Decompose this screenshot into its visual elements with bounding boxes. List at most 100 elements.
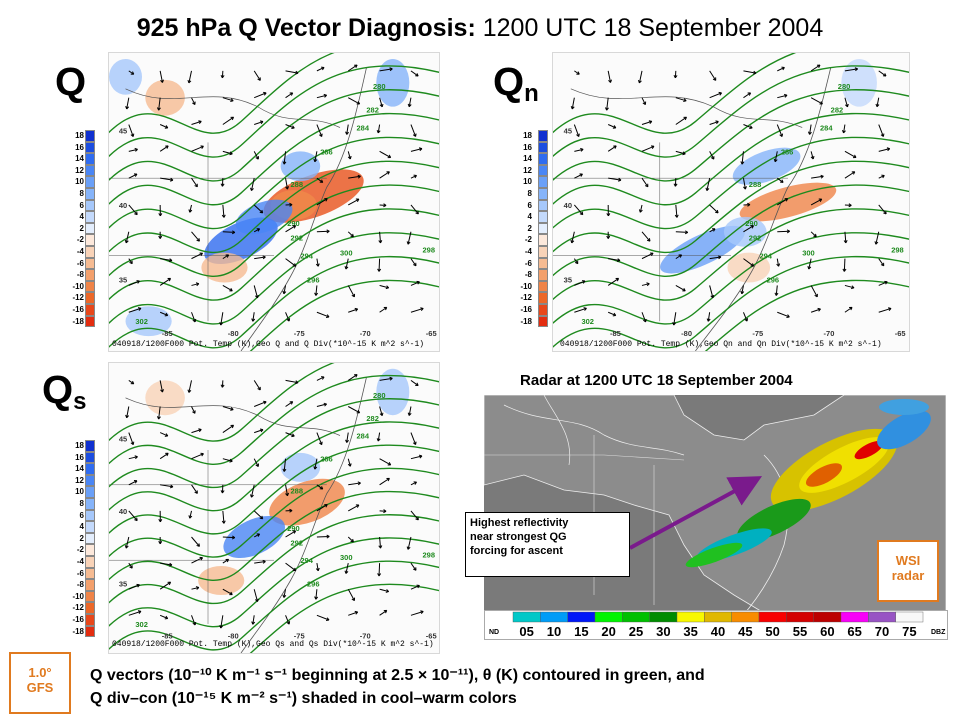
q-vector-arrowhead	[326, 229, 330, 234]
divergence-shading	[269, 478, 345, 526]
theta-contour	[704, 279, 909, 351]
dbz-value-label: 05	[519, 624, 533, 639]
gfs-line-2: GFS	[26, 680, 54, 695]
q-vector-arrow	[128, 610, 142, 616]
q-vector-arrow	[254, 401, 267, 407]
q-vector-arrowhead	[323, 93, 327, 98]
theta-contour	[553, 160, 909, 253]
divergence-shading	[280, 452, 321, 482]
q-vector-arrowhead	[199, 252, 203, 256]
colorbar-tick-label: -10	[72, 281, 84, 291]
q-vector-arrowhead	[250, 494, 254, 498]
q-vector-arrowhead	[648, 120, 653, 124]
divergence-shading	[660, 225, 745, 274]
q-vector-arrowhead	[612, 125, 617, 129]
q-vector-arrow	[709, 121, 719, 125]
q-vector-arrowhead	[886, 147, 891, 152]
q-vector-arrow	[191, 252, 203, 260]
q-vector-arrow	[574, 307, 587, 313]
theta-contour	[553, 112, 909, 206]
q-vector-arrow	[126, 97, 130, 110]
divergence-shading	[727, 252, 771, 283]
colorbar-swatch	[538, 211, 548, 223]
colorbar-swatch	[85, 579, 95, 591]
q-vector-arrowhead	[416, 280, 420, 285]
colorbar-swatch	[538, 130, 548, 142]
colorbar-tick-label: 4	[527, 212, 532, 222]
q-vector-arrow	[844, 284, 855, 289]
theta-label: 280	[373, 391, 386, 400]
theta-contour	[249, 279, 439, 351]
q-vector-arrowhead	[413, 481, 417, 485]
q-vector-arrowhead	[740, 290, 745, 295]
q-vector-arrow	[777, 198, 788, 206]
q-vector-arrow	[159, 70, 163, 83]
q-vector-arrowhead	[376, 130, 381, 134]
colorbar-ticks-qn: 18 16 14 12 10 8 6 4 2 -2 -4 -6 -8 -10 -12 -16 -18	[510, 130, 532, 327]
q-vector-arrowhead	[646, 238, 651, 242]
latitude-label: 35	[119, 275, 127, 284]
colorbar-tick-label: -6	[524, 258, 532, 268]
q-vector-arrowhead	[378, 240, 383, 244]
q-vector-arrowhead	[220, 490, 225, 494]
q-vector-arrowhead	[418, 454, 423, 459]
theta-contour	[109, 136, 439, 230]
q-vector-arrow	[285, 530, 296, 538]
q-vector-arrow	[159, 452, 169, 460]
q-vector-arrowhead	[345, 439, 350, 443]
latitude-label: 35	[564, 275, 572, 284]
theta-contour	[109, 398, 439, 489]
q-vector-arrowhead	[130, 71, 135, 75]
q-vector-arrowhead	[158, 518, 163, 523]
theta-label: 302	[135, 317, 148, 326]
q-vector-arrowhead	[570, 239, 575, 244]
q-vector-arrow	[377, 432, 381, 442]
q-vector-arrowhead	[134, 211, 138, 216]
q-vector-arrow	[128, 148, 138, 152]
longitude-label: -65	[895, 329, 906, 338]
q-vector-arrow	[347, 374, 358, 381]
q-vector-arrow	[571, 97, 575, 110]
q-vector-arrowhead	[854, 67, 859, 72]
q-vector-arrow	[410, 481, 417, 486]
q-vector-arrow	[191, 536, 200, 547]
q-vector-arrowhead	[355, 198, 360, 202]
q-vector-arrow	[348, 482, 361, 486]
q-vector-arrowhead	[129, 565, 133, 569]
q-vector-arrowhead	[192, 318, 197, 323]
colorbar-swatch	[538, 187, 548, 200]
q-vector-arrowhead	[164, 433, 169, 437]
q-vector-arrowhead	[220, 74, 225, 79]
q-vector-arrow	[641, 283, 650, 286]
colorbar-swatch	[85, 211, 95, 223]
footer-line-1: Q vectors (10⁻¹⁰ K m⁻¹ s⁻¹ beginning at …	[90, 667, 705, 684]
q-vector-arrowhead	[674, 214, 679, 218]
q-vector-arrow	[158, 406, 161, 420]
q-vector-arrow	[253, 589, 258, 602]
q-vector-arrow	[742, 178, 746, 190]
q-vector-arrowhead	[710, 294, 715, 299]
colorbar-swatch	[85, 130, 95, 142]
theta-label: 300	[340, 553, 353, 562]
q-vector-arrowhead	[136, 280, 140, 284]
q-vector-arrowhead	[124, 239, 129, 244]
q-vector-arrow	[709, 70, 717, 81]
q-vector-arrow	[378, 563, 381, 577]
q-vector-arrowhead	[813, 233, 817, 238]
q-vector-arrow	[743, 258, 754, 267]
q-vector-arrow	[285, 615, 290, 625]
q-vector-arrowhead	[255, 294, 259, 299]
q-vector-arrow	[316, 66, 325, 72]
q-vector-arrow	[159, 614, 168, 619]
theta-contour	[553, 65, 909, 158]
q-vector-arrowhead	[817, 307, 821, 312]
q-vector-arrow	[348, 97, 360, 105]
theta-label: 292	[291, 234, 304, 243]
q-vector-arrow	[191, 177, 198, 188]
colorbar-swatch	[85, 257, 95, 270]
q-vector-arrow	[315, 589, 318, 600]
q-vector-arrow	[253, 151, 259, 160]
longitude-label: -80	[228, 329, 239, 338]
colorbar-swatch	[85, 497, 95, 510]
theta-contour	[109, 421, 439, 512]
